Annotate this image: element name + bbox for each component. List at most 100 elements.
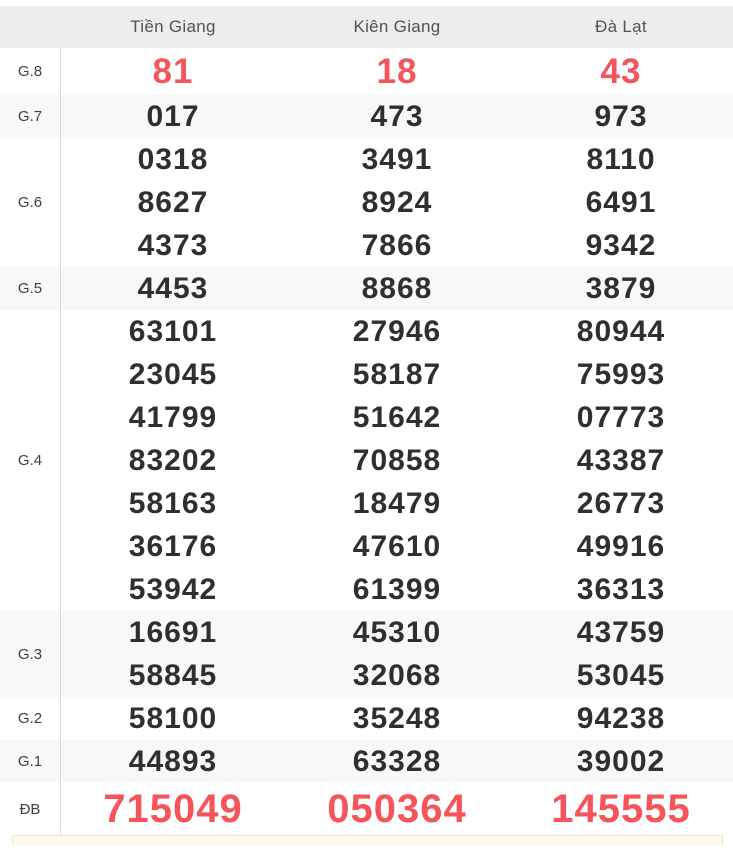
prize-number: 43 <box>600 51 642 91</box>
prize-number: 18 <box>376 51 418 91</box>
prize-numbers: 017 473 973 <box>61 95 733 138</box>
header-columns: Tiền Giang Kiên Giang Đà Lạt <box>61 6 733 48</box>
prize-number: 36176 <box>128 529 218 563</box>
number-line: 4373 7866 9342 <box>61 224 733 267</box>
number-line: 36176 47610 49916 <box>61 525 733 568</box>
prize-numbers: 16691 45310 43759 58845 32068 53045 <box>61 611 733 697</box>
number-line: 81 18 43 <box>61 48 733 95</box>
prize-number: 145555 <box>551 786 691 831</box>
prize-number: 3491 <box>361 142 433 176</box>
prize-row-G.3: G.3 16691 45310 43759 58845 32068 53045 <box>0 611 733 697</box>
prize-number: 63328 <box>352 744 442 778</box>
prize-number: 18479 <box>352 486 442 520</box>
prize-label: G.4 <box>0 310 61 611</box>
prize-number: 94238 <box>576 701 666 735</box>
prize-number: 07773 <box>576 400 666 434</box>
number-line: 017 473 973 <box>61 95 733 138</box>
results-header: Tiền Giang Kiên Giang Đà Lạt <box>0 6 733 48</box>
lottery-results-page: Tiền Giang Kiên Giang Đà Lạt G.8 81 18 43 G.… <box>0 6 733 854</box>
prize-number: 16691 <box>128 615 218 649</box>
prize-number: 050364 <box>327 786 467 831</box>
prize-label: G.6 <box>0 138 61 267</box>
prize-number: 473 <box>370 99 424 133</box>
prize-number: 47610 <box>352 529 442 563</box>
prize-number: 39002 <box>576 744 666 778</box>
prize-number: 58187 <box>352 357 442 391</box>
prize-number: 35248 <box>352 701 442 735</box>
prize-number: 83202 <box>128 443 218 477</box>
prize-label: ĐB <box>0 783 61 835</box>
prize-row-G.1: G.1 44893 63328 39002 <box>0 740 733 783</box>
prize-number: 58100 <box>128 701 218 735</box>
prize-row-G.7: G.7 017 473 973 <box>0 95 733 138</box>
prize-row-G.4: G.4 63101 27946 80944 23045 58187 75993 41799 51… <box>0 310 733 611</box>
number-line: 23045 58187 75993 <box>61 353 733 396</box>
prize-number: 8110 <box>586 142 656 176</box>
prize-label: G.8 <box>0 48 61 95</box>
prize-number: 26773 <box>576 486 666 520</box>
prize-number: 8868 <box>361 271 433 305</box>
number-line: 0318 3491 8110 <box>61 138 733 181</box>
number-line: 63101 27946 80944 <box>61 310 733 353</box>
prize-number: 973 <box>594 99 648 133</box>
prize-label: G.7 <box>0 95 61 138</box>
number-line: 58163 18479 26773 <box>61 482 733 525</box>
prize-numbers: 44893 63328 39002 <box>61 740 733 783</box>
prize-number: 3879 <box>585 271 657 305</box>
prize-number: 41799 <box>128 400 218 434</box>
number-line: 58100 35248 94238 <box>61 697 733 740</box>
column-header-kien-giang: Kiên Giang <box>353 17 441 36</box>
prize-number: 49916 <box>576 529 666 563</box>
number-line: 715049 050364 145555 <box>61 783 733 835</box>
prize-number: 61399 <box>352 572 442 606</box>
prize-number: 8627 <box>137 185 209 219</box>
prize-number: 70858 <box>352 443 442 477</box>
prize-numbers: 81 18 43 <box>61 48 733 95</box>
prize-number: 36313 <box>576 572 666 606</box>
prize-numbers: 4453 8868 3879 <box>61 267 733 310</box>
prize-numbers: 58100 35248 94238 <box>61 697 733 740</box>
prize-number: 75993 <box>576 357 666 391</box>
prize-numbers: 63101 27946 80944 23045 58187 75993 41799 51642… <box>61 310 733 611</box>
prize-label: G.3 <box>0 611 61 697</box>
prize-row-G.2: G.2 58100 35248 94238 <box>0 697 733 740</box>
prize-numbers: 0318 3491 8110 8627 8924 6491 4373 7866 9342 <box>61 138 733 267</box>
prize-row-ĐB: ĐB 715049 050364 145555 <box>0 783 733 835</box>
prize-number: 27946 <box>352 314 442 348</box>
note-box-top-edge <box>12 835 723 845</box>
prize-number: 44893 <box>128 744 218 778</box>
prize-number: 4373 <box>137 228 209 262</box>
prize-number: 58845 <box>128 658 218 692</box>
column-header-tien-giang: Tiền Giang <box>130 17 216 36</box>
prize-label: G.5 <box>0 267 61 310</box>
number-line: 4453 8868 3879 <box>61 267 733 310</box>
prize-row-G.8: G.8 81 18 43 <box>0 48 733 95</box>
prize-number: 715049 <box>103 786 243 831</box>
prize-number: 63101 <box>128 314 218 348</box>
prize-label: G.1 <box>0 740 61 783</box>
prize-label: G.2 <box>0 697 61 740</box>
number-line: 53942 61399 36313 <box>61 568 733 611</box>
prize-row-G.6: G.6 0318 3491 8110 8627 8924 6491 4373 7866 9342 <box>0 138 733 267</box>
prize-row-G.5: G.5 4453 8868 3879 <box>0 267 733 310</box>
prize-number: 53045 <box>576 658 666 692</box>
prize-number: 7866 <box>361 228 433 262</box>
prize-number: 53942 <box>128 572 218 606</box>
prize-number: 8924 <box>361 185 433 219</box>
header-spacer <box>0 6 61 48</box>
number-line: 58845 32068 53045 <box>61 654 733 697</box>
number-line: 16691 45310 43759 <box>61 611 733 654</box>
prize-number: 51642 <box>352 400 442 434</box>
prize-number: 6491 <box>585 185 657 219</box>
number-line: 41799 51642 07773 <box>61 396 733 439</box>
prize-number: 45310 <box>352 615 442 649</box>
number-line: 83202 70858 43387 <box>61 439 733 482</box>
prize-number: 017 <box>146 99 200 133</box>
prize-number: 0318 <box>137 142 209 176</box>
column-header-da-lat: Đà Lạt <box>595 17 647 36</box>
prize-number: 4453 <box>137 271 209 305</box>
number-line: 44893 63328 39002 <box>61 740 733 783</box>
prize-number: 43387 <box>576 443 666 477</box>
prize-number: 81 <box>152 51 194 91</box>
prize-number: 58163 <box>128 486 218 520</box>
